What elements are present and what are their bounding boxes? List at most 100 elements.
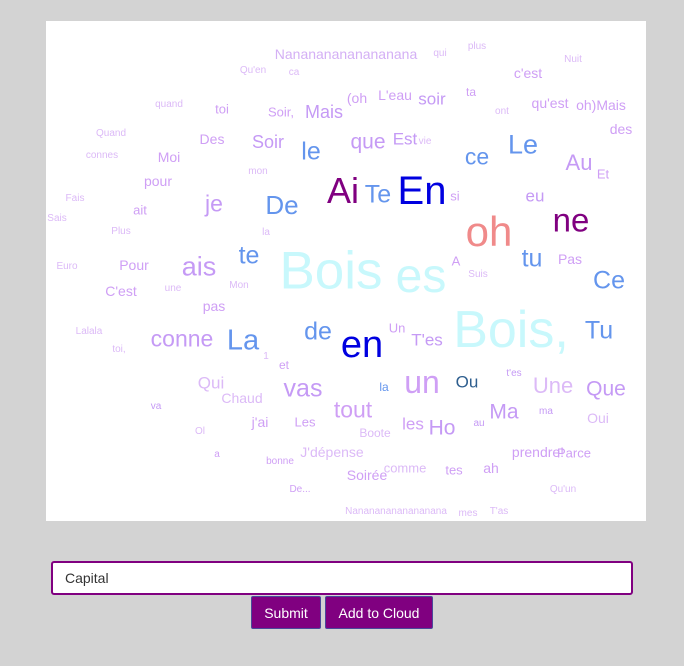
- cloud-word: pour: [143, 173, 173, 189]
- cloud-word: Et: [596, 166, 610, 182]
- cloud-word: vie: [418, 136, 432, 147]
- cloud-word: es: [395, 250, 447, 303]
- cloud-word: Bois: [279, 241, 383, 301]
- cloud-word: quand: [155, 99, 183, 110]
- cloud-word: oh: [465, 208, 513, 255]
- cloud-word: Parce: [557, 445, 591, 461]
- cloud-word: tout: [333, 396, 373, 423]
- cloud-word: Qui: [197, 373, 225, 393]
- cloud-word: C'est: [105, 283, 137, 299]
- cloud-word: Au: [565, 150, 593, 175]
- cloud-word: Te: [364, 180, 392, 209]
- cloud-word: ce: [464, 143, 490, 170]
- cloud-word: 1: [263, 351, 269, 362]
- cloud-word: Oui: [587, 410, 609, 426]
- cloud-word: Est: [392, 129, 418, 149]
- cloud-word: tes: [445, 462, 463, 478]
- cloud-word: ait: [133, 202, 147, 218]
- cloud-word: eu: [525, 186, 545, 206]
- cloud-word: mes: [458, 508, 478, 519]
- cloud-word: qui: [433, 48, 447, 59]
- cloud-word: Le: [507, 129, 539, 160]
- cloud-word: pas: [202, 298, 226, 314]
- cloud-word: L'eau: [378, 87, 412, 103]
- cloud-word: oh)Mais: [576, 97, 626, 113]
- cloud-word: mon: [248, 166, 268, 177]
- cloud-word: le: [301, 137, 321, 166]
- cloud-word: Ou: [455, 372, 479, 392]
- cloud-word: Soirée: [346, 467, 388, 483]
- cloud-word: Ol: [195, 426, 205, 437]
- cloud-word: Bois,: [453, 301, 569, 359]
- cloud-word: Nanananananananana: [345, 506, 447, 517]
- cloud-word: Chaud: [221, 390, 263, 406]
- cloud-word: la: [262, 227, 270, 238]
- cloud-word: connes: [85, 150, 119, 161]
- cloud-word: Soir,: [267, 104, 295, 120]
- cloud-word: ne: [552, 201, 590, 239]
- cloud-word: Soir: [251, 132, 285, 152]
- cloud-word: T'as: [489, 506, 509, 517]
- cloud-word: et: [278, 358, 290, 372]
- cloud-word: Des: [199, 131, 225, 147]
- cloud-word: que: [350, 130, 386, 154]
- cloud-word: toi: [215, 101, 229, 117]
- cloud-word: De: [265, 190, 299, 220]
- word-cloud: Nanananananananana qui plus Nuit Qu'en ca c'es…: [46, 21, 646, 521]
- cloud-word: Mais: [304, 102, 344, 122]
- cloud-word: toi,: [112, 344, 126, 355]
- cloud-word: au: [473, 418, 485, 429]
- cloud-word: a: [214, 449, 220, 460]
- cloud-word: des: [609, 121, 633, 137]
- cloud-word: Nanananananananana: [274, 46, 418, 62]
- cloud-word: ah: [483, 460, 499, 476]
- cloud-word: Tu: [584, 316, 614, 345]
- cloud-word: une: [164, 283, 182, 294]
- cloud-word: Ai: [326, 170, 360, 211]
- cloud-word: j'ai: [251, 414, 269, 430]
- cloud-word: A: [451, 253, 461, 269]
- add-to-cloud-button[interactable]: Add to Cloud: [325, 596, 433, 629]
- word-input[interactable]: [51, 561, 633, 595]
- cloud-word: Les: [294, 414, 316, 430]
- cloud-word: Ma: [489, 400, 519, 424]
- cloud-word: Pas: [557, 251, 583, 267]
- cloud-word: Pour: [119, 257, 149, 273]
- cloud-word: Une: [532, 373, 574, 398]
- cloud-word: Suis: [468, 269, 488, 280]
- cloud-word: qu'est: [531, 95, 569, 111]
- cloud-word: En: [397, 169, 447, 213]
- cloud-word: ta: [465, 85, 477, 99]
- cloud-word: ma: [539, 406, 553, 417]
- cloud-word: Ce: [593, 266, 625, 295]
- cloud-word: ca: [288, 67, 300, 78]
- cloud-word: La: [226, 324, 260, 357]
- cloud-word: Quand: [95, 128, 127, 139]
- cloud-word: Qu'en: [239, 65, 267, 76]
- cloud-word: Plus: [111, 226, 131, 237]
- cloud-word: si: [450, 188, 460, 204]
- cloud-word: prendre!: [511, 444, 565, 460]
- cloud-word: te: [238, 241, 260, 270]
- cloud-word: soir: [418, 89, 446, 109]
- cloud-word: de: [304, 317, 332, 346]
- cloud-word: je: [205, 190, 223, 217]
- cloud-word: les: [402, 414, 424, 434]
- cloud-word: Mon: [229, 280, 249, 291]
- cloud-word: Que: [586, 377, 626, 401]
- cloud-word: plus: [467, 41, 487, 52]
- cloud-word: Euro: [56, 261, 78, 272]
- cloud-word: conne: [150, 325, 214, 352]
- cloud-word: De...: [289, 484, 311, 495]
- cloud-word: Un: [388, 320, 406, 336]
- cloud-word: Moi: [157, 149, 181, 165]
- cloud-word: c'est: [513, 65, 543, 81]
- cloud-word: la: [379, 380, 389, 394]
- cloud-word: bonne: [266, 456, 294, 467]
- cloud-word: ais: [181, 251, 217, 282]
- submit-button[interactable]: Submit: [251, 596, 321, 629]
- cloud-word: Qu'un: [549, 484, 577, 495]
- cloud-word: t'es: [506, 368, 522, 379]
- cloud-word: (oh: [346, 90, 368, 106]
- cloud-word: vas: [283, 374, 323, 403]
